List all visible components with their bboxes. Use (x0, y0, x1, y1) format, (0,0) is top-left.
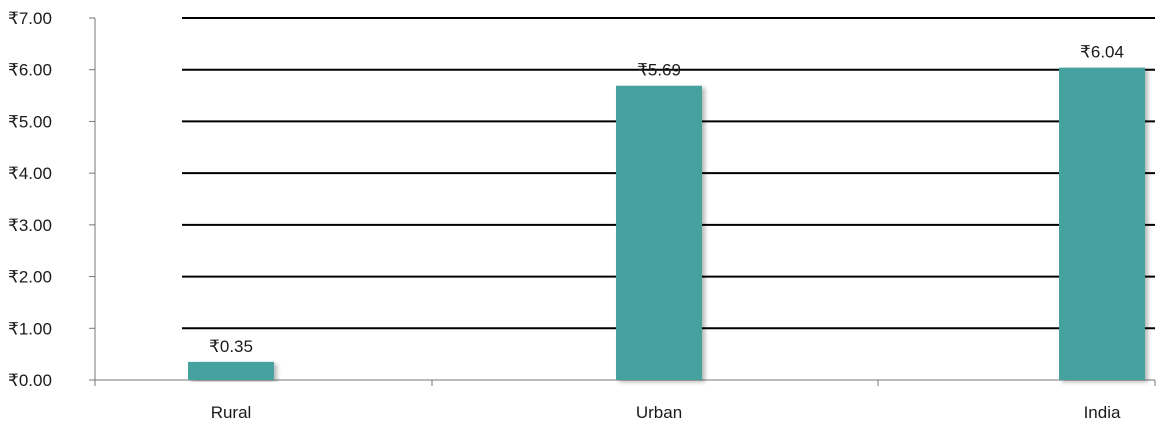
y-tick-label: ₹3.00 (8, 216, 52, 235)
data-label: ₹0.35 (209, 337, 253, 356)
y-tick-label: ₹5.00 (8, 112, 52, 131)
category-label: Rural (211, 403, 252, 422)
data-label: ₹6.04 (1080, 43, 1124, 62)
bars (188, 67, 1145, 380)
data-label: ₹5.69 (637, 61, 681, 80)
y-tick-label: ₹0.00 (8, 371, 52, 390)
y-tick-label: ₹6.00 (8, 61, 52, 80)
category-label: India (1084, 403, 1121, 422)
y-tick-label: ₹7.00 (8, 9, 52, 28)
labels: ₹0.00 ₹1.00 ₹2.00 ₹3.00 ₹4.00 ₹5.00 ₹6.00 ₹7.00… (8, 9, 1124, 422)
bar-urban (616, 85, 702, 380)
y-tick-label: ₹2.00 (8, 268, 52, 287)
category-label: Urban (636, 403, 682, 422)
bar-rural (188, 361, 274, 380)
y-tick-label: ₹4.00 (8, 164, 52, 183)
y-tick-label: ₹1.00 (8, 319, 52, 338)
bar-india (1059, 67, 1145, 380)
